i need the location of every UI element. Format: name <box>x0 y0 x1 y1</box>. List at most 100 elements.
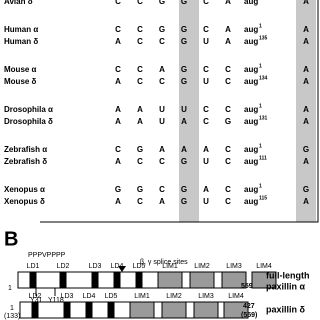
species: Mouse α <box>4 65 37 74</box>
codon-position: 1 <box>259 23 262 29</box>
nucleotide: U <box>159 117 165 126</box>
nucleotide: G <box>181 37 187 46</box>
codon-position: 115 <box>259 195 267 201</box>
nucleotide: A <box>159 145 165 154</box>
domain-label: LD3 <box>89 263 102 270</box>
codon-position: 1 <box>259 103 262 109</box>
nucleotide: A <box>225 0 231 6</box>
isoform-name: full-length <box>266 270 310 280</box>
codon-position: 111 <box>259 155 267 161</box>
ld-motif <box>85 301 93 319</box>
nucleotide: C <box>137 197 143 206</box>
start-codon: aug <box>244 25 258 34</box>
domain-label: LD2 <box>57 263 70 270</box>
start-codon: aug <box>244 197 258 206</box>
nucleotide: A <box>303 37 309 46</box>
codon-position: 131 <box>259 115 268 121</box>
nucleotide: A <box>303 105 309 114</box>
nucleotide: G <box>181 77 187 86</box>
domain-label: LD2 <box>29 293 42 300</box>
nucleotide: G <box>159 25 165 34</box>
nucleotide: C <box>225 105 231 114</box>
domain-label: LIM1 <box>162 263 178 270</box>
nucleotide: C <box>225 157 231 166</box>
nucleotide: A <box>115 157 121 166</box>
nucleotide: A <box>303 25 309 34</box>
ld-motif <box>63 301 71 319</box>
nucleotide: G <box>181 65 187 74</box>
start-codon: aug <box>244 145 258 154</box>
ld-motif <box>29 271 37 289</box>
nucleotide: A <box>303 157 309 166</box>
ld-motif <box>31 301 39 319</box>
domain-label: LD4 <box>83 293 96 300</box>
panel-label: B <box>4 228 18 250</box>
nucleotide: A <box>303 117 309 126</box>
nucleotide: A <box>115 77 121 86</box>
nucleotide: C <box>203 25 209 34</box>
domain-label: LIM3 <box>198 293 214 300</box>
nucleotide: G <box>181 197 187 206</box>
species: Zebrafish α <box>4 145 47 154</box>
nucleotide: A <box>115 117 121 126</box>
nucleotide: G <box>303 145 309 154</box>
nucleotide: U <box>203 77 209 86</box>
nucleotide: U <box>159 105 165 114</box>
nucleotide: A <box>225 25 231 34</box>
lim-domain <box>221 271 247 289</box>
nucleotide: U <box>203 37 209 46</box>
domain-label: LD5 <box>133 263 146 270</box>
start-codon: aug <box>244 65 258 74</box>
nucleotide: A <box>115 37 121 46</box>
nucleotide: G <box>181 185 187 194</box>
domain-label: LIM2 <box>194 263 210 270</box>
nucleotide: G <box>115 185 121 194</box>
nucleotide: A <box>115 105 121 114</box>
start-codon: aug <box>244 157 258 166</box>
nucleotide: A <box>303 0 309 6</box>
lim-domain <box>129 301 155 319</box>
nucleotide: C <box>159 185 165 194</box>
domain-label: LIM4 <box>256 263 272 270</box>
start-codon: aug <box>244 77 258 86</box>
nucleotide: A <box>303 77 309 86</box>
start: 1 <box>8 285 12 292</box>
splice-arrow <box>118 266 126 272</box>
nucleotide: A <box>203 145 209 154</box>
shaded-column <box>179 0 199 222</box>
isoform-name: paxillin α <box>266 281 306 291</box>
start-codon: aug <box>244 0 258 6</box>
nucleotide: G <box>225 117 231 126</box>
nucleotide: G <box>181 25 187 34</box>
nucleotide: A <box>159 65 165 74</box>
domain-label: LD4 <box>111 263 124 270</box>
nucleotide: C <box>115 0 121 6</box>
nucleotide: G <box>137 145 143 154</box>
nucleotide: C <box>225 185 231 194</box>
species: Human δ <box>4 37 38 46</box>
ld-motif <box>59 271 67 289</box>
nucleotide: C <box>137 0 143 6</box>
nucleotide: C <box>225 197 231 206</box>
nucleotide: C <box>203 65 209 74</box>
nucleotide: A <box>115 197 121 206</box>
nucleotide: G <box>303 185 309 194</box>
ld-motif <box>91 271 99 289</box>
nucleotide: C <box>137 157 143 166</box>
nucleotide: C <box>159 77 165 86</box>
nucleotide: A <box>159 197 165 206</box>
nucleotide: C <box>137 65 143 74</box>
codon-position: 1 <box>259 183 262 189</box>
ld-motif <box>113 271 121 289</box>
nucleotide: A <box>181 145 187 154</box>
isoform-name: paxillin δ <box>266 304 306 314</box>
species: Xenopus α <box>4 185 45 194</box>
splice-label: β, γ splice sites <box>140 259 188 266</box>
nucleotide: C <box>203 117 209 126</box>
domain-label: LIM4 <box>228 293 244 300</box>
nucleotide: U <box>181 105 187 114</box>
start: (133) <box>4 313 20 320</box>
nucleotide: G <box>181 0 187 6</box>
lim-domain <box>193 301 219 319</box>
start-codon: aug <box>244 185 258 194</box>
